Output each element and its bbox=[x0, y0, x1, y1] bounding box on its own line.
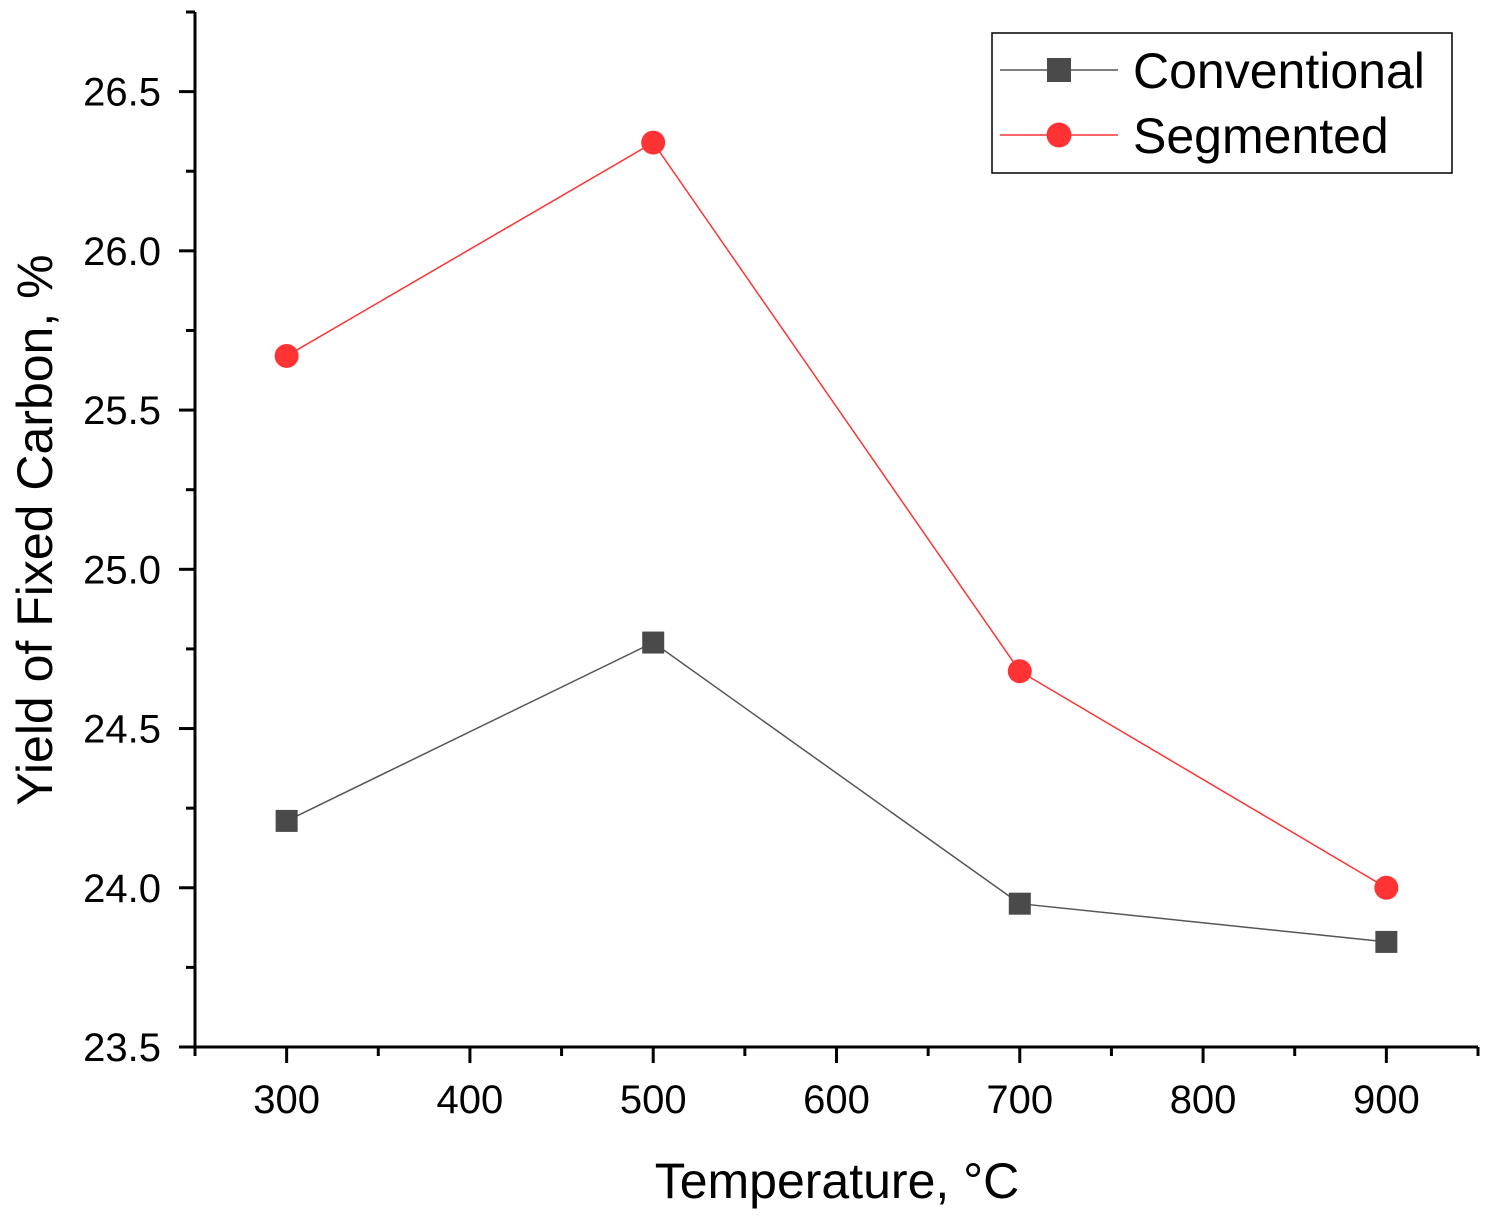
data-point-conventional bbox=[642, 631, 665, 654]
legend: Conventional Segmented bbox=[991, 32, 1453, 174]
x-tick-label: 800 bbox=[1170, 1078, 1237, 1122]
series-segmented bbox=[274, 130, 1399, 900]
y-tick-label: 26.0 bbox=[83, 230, 161, 274]
x-tick-label: 700 bbox=[986, 1078, 1053, 1122]
legend-marker-conventional bbox=[1047, 58, 1071, 82]
y-axis-title: Yield of Fixed Carbon, % bbox=[7, 254, 63, 805]
data-point-segmented bbox=[274, 343, 299, 368]
legend-box bbox=[991, 32, 1453, 174]
data-point-segmented bbox=[641, 130, 666, 155]
data-point-segmented bbox=[1007, 659, 1032, 684]
axes: 23.5 24.0 24.5 25.0 25.5 26.0 26.5 300 400 500 600… bbox=[83, 10, 1480, 1122]
x-tick-label: 500 bbox=[620, 1078, 687, 1122]
legend-marker-segmented bbox=[1046, 122, 1072, 148]
y-tick-label: 25.5 bbox=[83, 389, 161, 433]
data-point-conventional bbox=[1375, 930, 1398, 953]
y-tick-label: 24.5 bbox=[83, 708, 161, 752]
y-tick-label: 26.5 bbox=[83, 71, 161, 115]
series-conventional bbox=[275, 631, 1398, 953]
data-point-conventional bbox=[275, 809, 298, 832]
x-tick-label: 400 bbox=[437, 1078, 504, 1122]
x-tick-label: 300 bbox=[253, 1078, 320, 1122]
legend-label-segmented: Segmented bbox=[1133, 108, 1389, 164]
series-layer bbox=[274, 130, 1399, 953]
y-tick-label: 25.0 bbox=[83, 548, 161, 592]
series-line-segmented bbox=[286, 141, 1387, 889]
data-point-segmented bbox=[1374, 875, 1399, 900]
x-tick-label: 600 bbox=[803, 1078, 870, 1122]
series-line-conventional bbox=[286, 641, 1387, 943]
x-axis-title: Temperature, °C bbox=[655, 1153, 1020, 1209]
y-tick-label: 24.0 bbox=[83, 867, 161, 911]
y-tick-label: 23.5 bbox=[83, 1026, 161, 1070]
legend-label-conventional: Conventional bbox=[1133, 43, 1425, 99]
x-tick-label: 900 bbox=[1353, 1078, 1420, 1122]
data-point-conventional bbox=[1008, 892, 1031, 915]
